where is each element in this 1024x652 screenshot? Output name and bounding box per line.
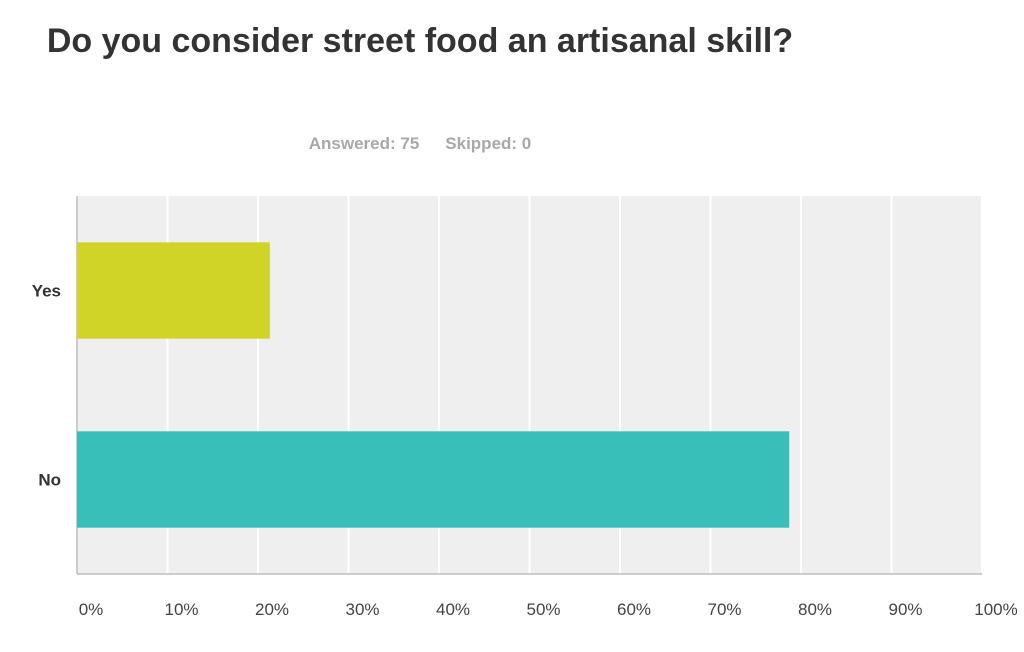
x-tick-label: 70% — [707, 600, 741, 619]
x-tick-label: 90% — [888, 600, 922, 619]
x-tick-label: 0% — [79, 600, 104, 619]
response-stats: Answered: 75 Skipped: 0 — [0, 134, 840, 154]
x-tick-label: 40% — [436, 600, 470, 619]
skipped-count: Skipped: 0 — [445, 134, 532, 153]
x-tick-label: 30% — [345, 600, 379, 619]
x-tick-label: 10% — [164, 600, 198, 619]
x-tick-label: 50% — [526, 600, 560, 619]
bar-yes — [77, 242, 270, 339]
category-label: Yes — [32, 282, 61, 301]
category-label: No — [38, 471, 61, 490]
x-tick-label: 100% — [974, 600, 1017, 619]
x-tick-label: 80% — [798, 600, 832, 619]
chart-title: Do you consider street food an artisanal… — [46, 22, 794, 60]
x-tick-label: 60% — [617, 600, 651, 619]
bar-no — [77, 431, 790, 528]
answered-count: Answered: 75 — [308, 134, 420, 153]
x-tick-label: 20% — [255, 600, 289, 619]
